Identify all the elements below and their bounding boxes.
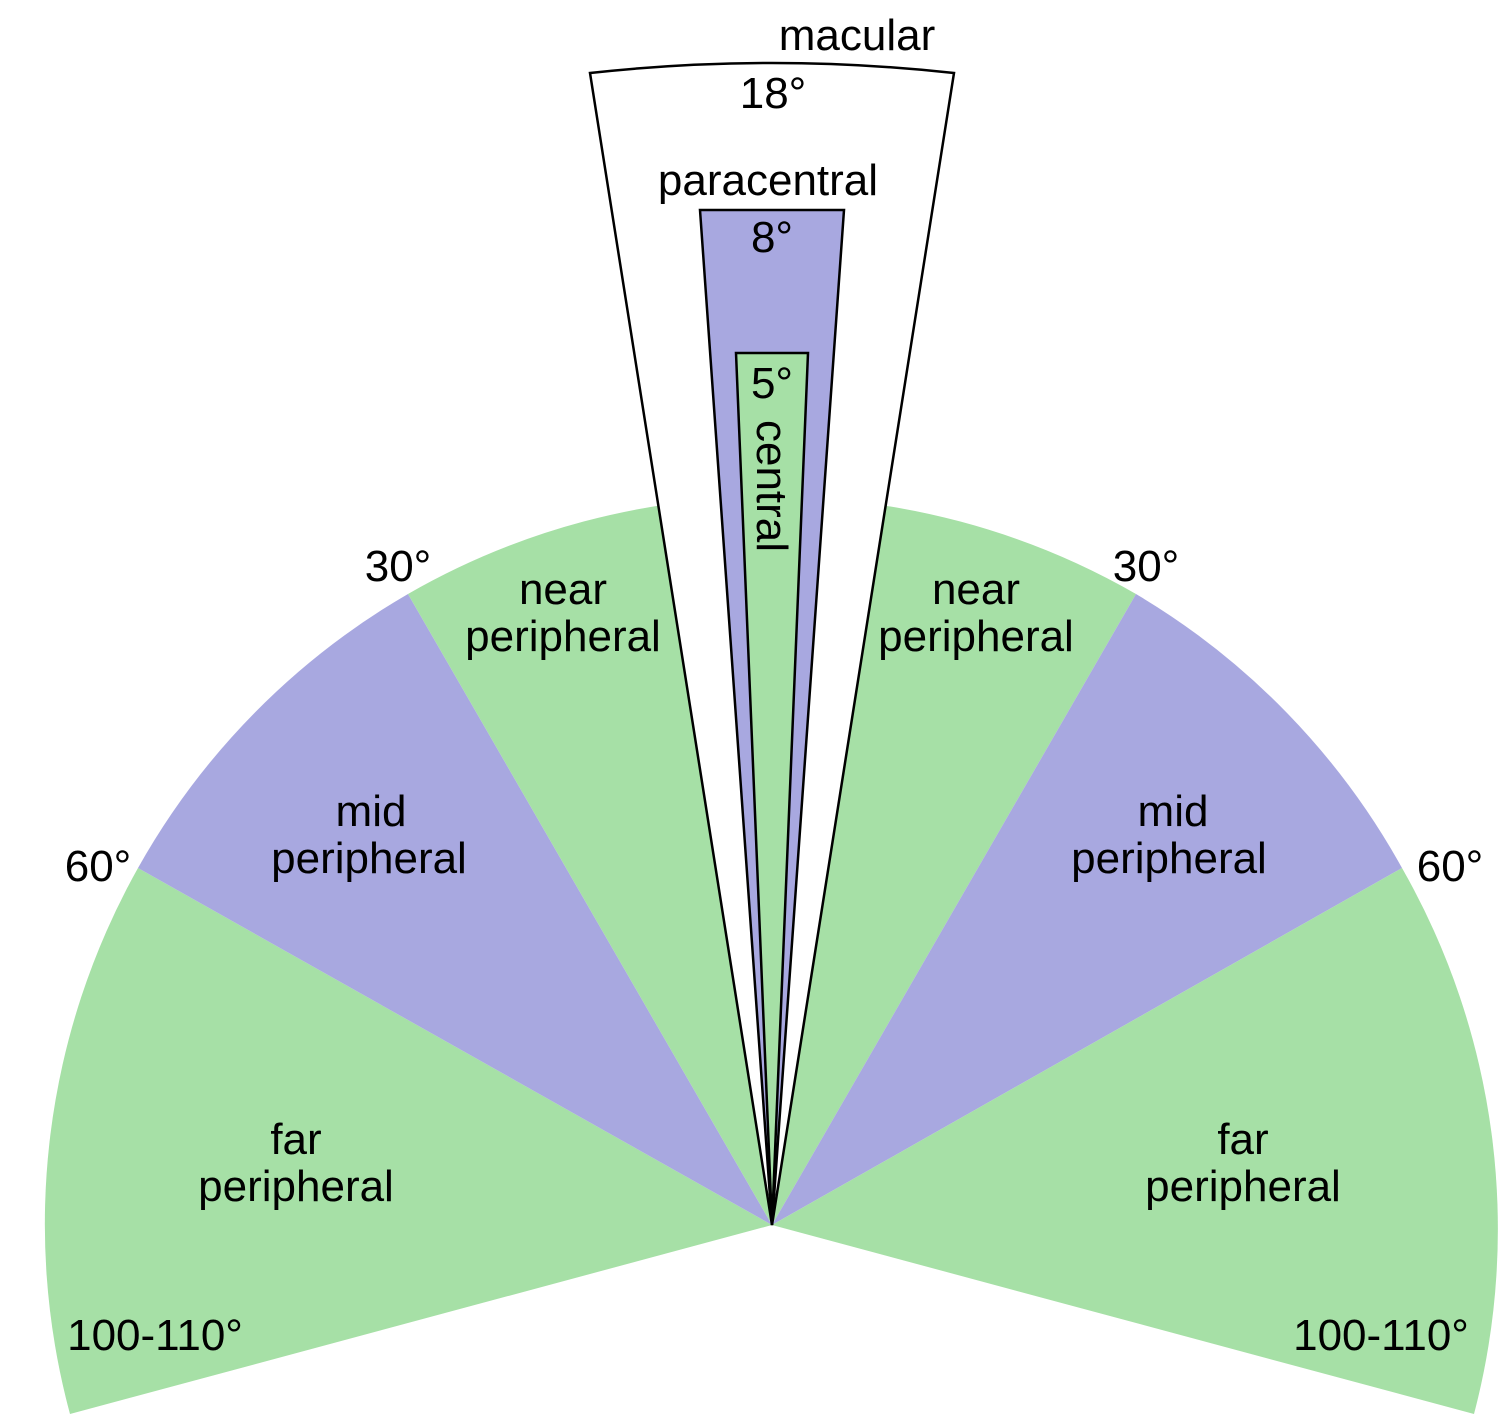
mid-peripheral-right-label-line2: peripheral: [1071, 834, 1267, 883]
far-peripheral-left-sector: [44, 868, 773, 1414]
central-wedge: [734, 351, 810, 1226]
mid-peripheral-right-sector: [772, 594, 1402, 1225]
mid-peripheral-left-label-line1: mid: [336, 787, 407, 836]
near-peripheral-right-sector: [772, 496, 1136, 1226]
near-peripheral-left-label-line1: near: [519, 565, 607, 614]
near-peripheral-right-label-line2: peripheral: [878, 612, 1074, 661]
mid-peripheral-left-label-line2: peripheral: [271, 834, 467, 883]
paracentral-label: paracentral: [658, 156, 878, 205]
far-peripheral-left-label-line2: peripheral: [198, 1162, 394, 1211]
far-peripheral-right-label-line1: far: [1217, 1115, 1268, 1164]
far-peripheral-left-label-line1: far: [270, 1115, 321, 1164]
near-peripheral-left-sector: [408, 496, 772, 1226]
mid-peripheral-left-sector: [138, 594, 772, 1225]
angle-100-110-left-label: 100-110°: [67, 1311, 243, 1360]
angle-60-left-label: 60°: [65, 842, 132, 891]
angle-100-110-right-label: 100-110°: [1293, 1311, 1469, 1360]
macular-label: macular: [779, 11, 936, 60]
near-peripheral-right-label-line1: near: [932, 565, 1020, 614]
angle-30-right-label: 30°: [1113, 542, 1180, 591]
far-peripheral-right-sector: [772, 868, 1498, 1414]
far-peripheral-right-label-line2: peripheral: [1145, 1162, 1341, 1211]
near-peripheral-left-label-line2: peripheral: [465, 612, 661, 661]
paracentral-angle-label: 8°: [751, 213, 793, 262]
angle-60-right-label: 60°: [1417, 842, 1484, 891]
macular-angle-label: 18°: [740, 69, 807, 118]
angle-30-left-label: 30°: [365, 542, 432, 591]
central-label: central: [747, 420, 796, 552]
central-angle-label: 5°: [751, 359, 793, 408]
mid-peripheral-right-label-line1: mid: [1138, 787, 1209, 836]
